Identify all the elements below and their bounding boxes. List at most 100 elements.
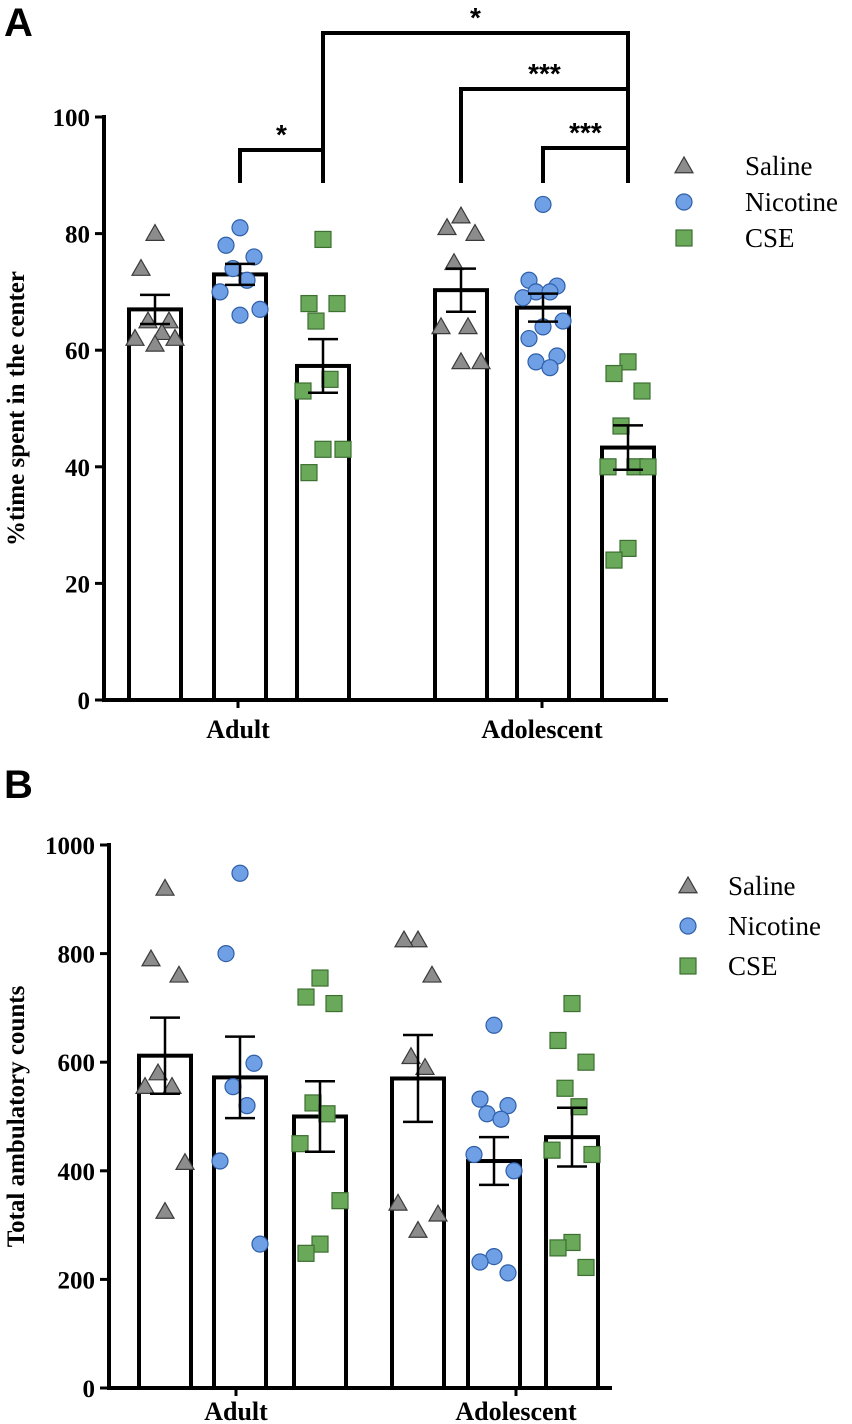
panel-b-point-adult-cse <box>297 1244 315 1262</box>
panel-b-y-tick-label: 800 <box>58 942 96 969</box>
panel-b-point-adolescent-cse <box>577 1053 595 1071</box>
panel-a-y-tick-label: 40 <box>65 455 90 482</box>
panel-b-point-adolescent-saline <box>421 965 443 983</box>
panel-b-point-adult-cse <box>297 988 315 1006</box>
panel-b-point-adolescent-cse <box>549 1239 567 1257</box>
panel-a-point-adolescent-nicotine <box>541 359 559 377</box>
panel-a-point-adult-nicotine <box>231 306 249 324</box>
panel-a-significance-bracket <box>459 87 630 183</box>
panel-b-point-adult-nicotine <box>224 1078 242 1096</box>
panel-a-point-adult-cse <box>307 312 325 330</box>
panel-b-point-adult-cse <box>311 1235 329 1253</box>
panel-a-bar-adolescent-saline <box>433 288 489 702</box>
panel-b-legend-marker-saline <box>677 875 699 894</box>
panel-b-point-adult-saline <box>168 965 190 983</box>
panel-b-y-tick-label: 400 <box>58 1159 96 1186</box>
panel-b-point-adult-saline <box>140 948 162 967</box>
panel-a-y-tick-label: 60 <box>65 338 90 365</box>
panel-b-point-adolescent-nicotine <box>492 1110 510 1128</box>
panel-b-point-adolescent-cse <box>577 1258 595 1277</box>
panel-b-y-tick-label: 0 <box>83 1376 96 1403</box>
panel-b-point-adult-nicotine <box>211 1152 229 1170</box>
panel-a-legend-label-saline: Saline <box>745 151 813 181</box>
panel-a-significance-label: *** <box>569 117 602 148</box>
panel-a-point-adolescent-saline <box>430 316 452 335</box>
panel-a-y-axis-title: %time spent in the center <box>3 271 30 546</box>
panel-b-legend-marker-nicotine <box>679 917 697 935</box>
panel-b-point-adult-nicotine <box>238 1097 256 1115</box>
panel-a-significance-bracket <box>238 148 325 183</box>
panel-b-point-adolescent-saline <box>427 1204 449 1222</box>
panel-b-point-adolescent-nicotine <box>499 1264 517 1282</box>
panel-a-point-adolescent-nicotine <box>514 289 532 307</box>
panel-b-point-adolescent-cse <box>556 1079 574 1097</box>
panel-a-point-adolescent-cse <box>619 539 637 558</box>
panel-b-point-adult-nicotine <box>245 1054 263 1072</box>
panel-a-bar-adult-saline <box>127 307 183 702</box>
panel-b-point-adult-nicotine <box>231 864 249 882</box>
panel-b-legend-marker-cse <box>679 957 697 975</box>
panel-a-bar-adolescent-cse <box>600 445 656 702</box>
panel-b-point-adolescent-nicotine <box>471 1253 489 1271</box>
panel-a-bar-adult-nicotine <box>212 272 268 702</box>
panel-a-point-adolescent-cse <box>605 364 623 383</box>
panel-b-point-adult-nicotine <box>251 1235 269 1253</box>
panel-b-point-adolescent-saline <box>393 929 415 948</box>
panel-a-legend-label-cse: CSE <box>745 223 795 253</box>
panel-b-category-label-adult: Adult <box>204 1397 268 1424</box>
panel-b-y-tick-label: 1000 <box>45 833 95 860</box>
panel-a-significance-label: * <box>470 2 481 33</box>
panel-a-point-adult-nicotine <box>211 283 229 301</box>
panel-a-point-adolescent-saline <box>464 223 486 241</box>
panel-b-legend-label-cse: CSE <box>728 951 778 981</box>
panel-a-significance-label: *** <box>528 58 561 89</box>
panel-label-b: B <box>4 763 33 807</box>
panel-a-point-adolescent-saline <box>470 351 492 370</box>
panel-b-point-adolescent-saline <box>414 1057 436 1075</box>
panel-b-point-adult-cse <box>291 1135 309 1153</box>
panel-b-point-adolescent-nicotine <box>471 1090 489 1108</box>
panel-a-point-adult-cse <box>300 294 318 313</box>
panel-b-point-adolescent-nicotine <box>505 1162 523 1180</box>
panel-a-point-adult-saline <box>144 334 166 352</box>
panel-b-legend-label-saline: Saline <box>728 871 796 901</box>
panel-a-bar-adult-cse <box>295 363 351 702</box>
panel-a-legend-marker-nicotine <box>675 193 693 211</box>
panel-a-point-adolescent-nicotine <box>520 329 538 348</box>
panel-a-significance-bracket <box>321 31 630 183</box>
panel-a-point-adult-cse <box>294 382 312 400</box>
panel-b-bar-adult-saline <box>137 1053 193 1390</box>
chart-panel-b: 0 200 400 600 800 1000 Adult Adolescent Total am… <box>3 833 821 1424</box>
panel-b-point-adult-cse <box>318 1105 336 1123</box>
panel-a-point-adolescent-cse <box>639 458 657 476</box>
panel-a-category-label-adolescent: Adolescent <box>481 715 603 744</box>
panel-b-point-adult-saline <box>134 1076 156 1094</box>
panel-b-y-tick-label: 600 <box>58 1050 96 1077</box>
panel-b-point-adult-cse <box>325 994 343 1013</box>
panel-b-point-adolescent-cse <box>563 994 581 1013</box>
panel-a-point-adult-saline <box>130 258 152 276</box>
panel-a-point-adolescent-cse <box>605 551 623 569</box>
panel-a-point-adult-cse <box>314 230 332 249</box>
panel-a-point-adolescent-nicotine <box>541 283 559 301</box>
panel-b-point-adolescent-nicotine <box>485 1016 503 1034</box>
panel-b-point-adult-saline <box>174 1152 196 1171</box>
panel-a-y-tick-label: 0 <box>78 688 91 715</box>
panel-a-point-adult-saline <box>151 322 173 341</box>
panel-a-point-adult-nicotine <box>245 248 263 266</box>
panel-b-point-adolescent-nicotine <box>499 1097 517 1115</box>
panel-a-category-label-adult: Adult <box>206 715 270 744</box>
panel-b-point-adolescent-cse <box>543 1141 561 1159</box>
panel-b-point-adolescent-saline <box>407 1220 429 1238</box>
panel-b-point-adult-saline <box>154 878 176 896</box>
panel-a-point-adolescent-cse <box>633 382 651 400</box>
panel-b-point-adult-cse <box>331 1192 349 1210</box>
panel-b-point-adolescent-saline <box>387 1193 409 1211</box>
panel-b-point-adolescent-saline <box>400 1046 422 1065</box>
panel-b-point-adult-saline <box>154 1201 176 1219</box>
panel-b-point-adult-nicotine <box>217 944 235 963</box>
panel-label-a: A <box>4 1 33 45</box>
panel-a-legend-label-nicotine: Nicotine <box>745 187 838 217</box>
panel-a-point-adult-cse <box>328 294 346 313</box>
panel-a-y-tick-label: 80 <box>65 222 90 249</box>
